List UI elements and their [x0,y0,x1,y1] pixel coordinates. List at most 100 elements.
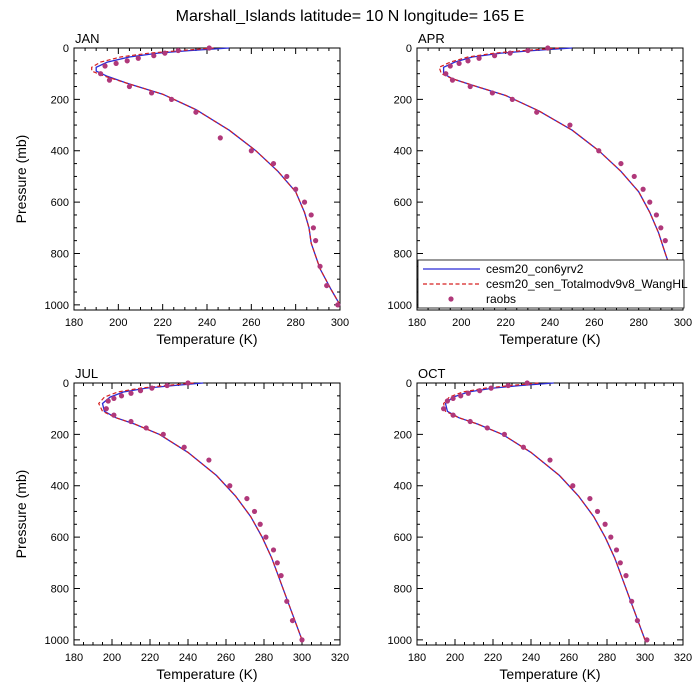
x-tick-label: 260 [585,317,603,329]
panel-label: APR [418,31,445,46]
x-tick-label: 300 [674,317,692,329]
y-tick-label: 1000 [388,635,412,647]
raobs-point [501,431,507,437]
y-tick-label: 1000 [45,300,69,312]
y-tick-label: 200 [394,429,412,441]
raobs-point [270,160,277,167]
y-tick-label: 800 [394,583,412,595]
legend-label: cesm20_sen_Totalmodv9v8_WangHL [486,277,688,291]
raobs-point [596,148,602,154]
raobs-point [106,77,113,83]
raobs-point [148,90,155,96]
x-tick-label: 240 [179,652,197,664]
series-line-sen [438,47,684,306]
raobs-point [634,617,641,624]
raobs-point [534,109,540,115]
x-tick-label: 280 [629,317,647,329]
x-tick-label: 260 [560,652,578,664]
raobs-point [151,53,157,59]
raobs-point [602,521,608,527]
x-tick-label: 180 [65,317,83,329]
raobs-point [301,199,308,205]
x-tick-label: 200 [103,652,121,664]
x-tick-label: 240 [198,317,216,329]
y-tick-label: 0 [406,43,412,55]
raobs-point [629,598,635,604]
raobs-point [168,96,175,102]
raobs-point [257,521,263,527]
raobs-point [631,173,637,180]
raobs-point [505,382,511,389]
raobs-point [103,406,109,412]
series-line-sen [97,382,303,641]
raobs-point [613,547,620,553]
x-tick-label: 280 [598,652,616,664]
raobs-point [467,83,473,90]
x-tick-label: 320 [331,652,349,664]
x-tick-label: 240 [541,317,559,329]
raobs-point [545,45,551,51]
panel-apr: APR 180 200 220 240 260 280 300 0 200 400 600 800 100… [388,31,693,347]
raobs-point [217,135,223,141]
raobs-point [251,508,258,515]
raobs-point [126,83,133,90]
raobs-point [449,77,456,83]
raobs-point [644,637,650,643]
raobs-point [284,598,290,604]
raobs-point [299,637,305,643]
x-axis-label: Temperature (K) [499,331,600,347]
raobs-point [263,534,269,540]
x-tick-label: 180 [408,317,426,329]
x-tick-label: 220 [141,652,159,664]
raobs-point [113,60,119,67]
raobs-point [458,393,464,399]
plot-frame [73,382,341,646]
x-tick-label: 200 [452,317,470,329]
x-tick-label: 300 [636,652,654,664]
raobs-point [647,199,653,205]
x-tick-label: 200 [109,317,127,329]
raobs-point [111,412,117,418]
raobs-point [185,380,191,386]
raobs-point [143,425,149,431]
y-tick-label: 600 [394,532,412,544]
raobs-point [118,393,125,399]
raobs-point [289,617,296,624]
raobs-point [477,388,483,394]
y-tick-label: 0 [406,378,412,390]
x-tick-label: 280 [255,652,273,664]
raobs-point [520,444,527,450]
raobs-point [489,90,495,96]
raobs-point [653,212,660,218]
raobs-point [441,406,447,412]
y-tick-label: 0 [63,43,69,55]
y-tick-label: 800 [394,248,412,260]
raobs-point [484,425,490,431]
raobs-point [570,483,576,489]
raobs-point [467,418,473,425]
raobs-point [335,302,341,308]
raobs-point [456,60,462,67]
y-tick-label: 800 [51,583,69,595]
raobs-point [206,457,212,463]
y-tick-label: 400 [394,146,412,158]
raobs-point [587,495,593,502]
raobs-point [476,55,482,61]
raobs-point [547,457,553,463]
y-tick-label: 0 [63,378,69,390]
raobs-point [137,388,144,394]
y-axis-label: Pressure (mb) [13,135,29,224]
raobs-point [618,160,624,167]
raobs-point [270,547,277,553]
panel-oct: OCT 180 200 220 240 260 280 300 320 0 200 400 600 800… [388,366,693,682]
raobs-point [509,96,515,102]
y-tick-label: 600 [51,197,69,209]
raobs-point [567,122,573,128]
raobs-point [447,63,453,69]
y-tick-label: 200 [394,94,412,106]
raobs-point [181,444,187,450]
x-axis-label: Temperature (K) [499,666,600,682]
y-tick-label: 200 [51,429,69,441]
raobs-point [444,398,450,404]
x-tick-label: 280 [286,317,304,329]
